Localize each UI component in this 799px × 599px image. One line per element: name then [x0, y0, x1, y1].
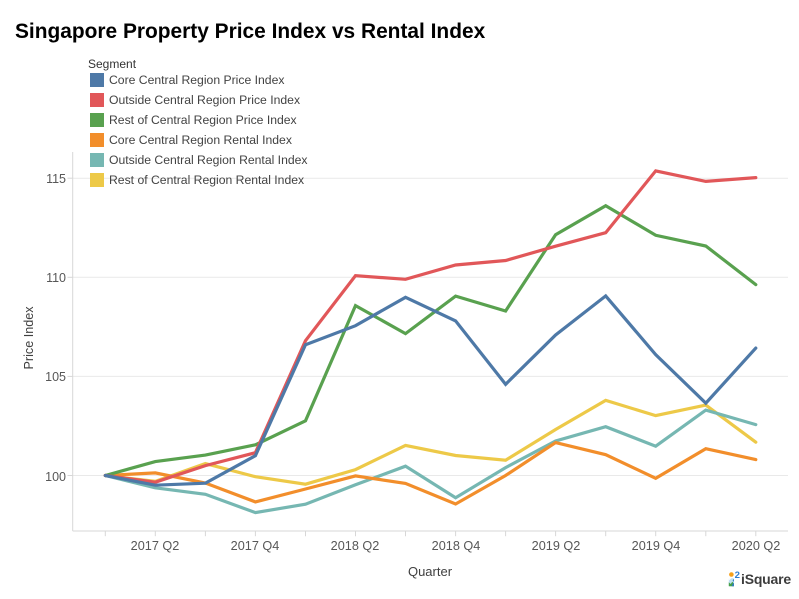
svg-text:2: 2	[735, 570, 740, 581]
